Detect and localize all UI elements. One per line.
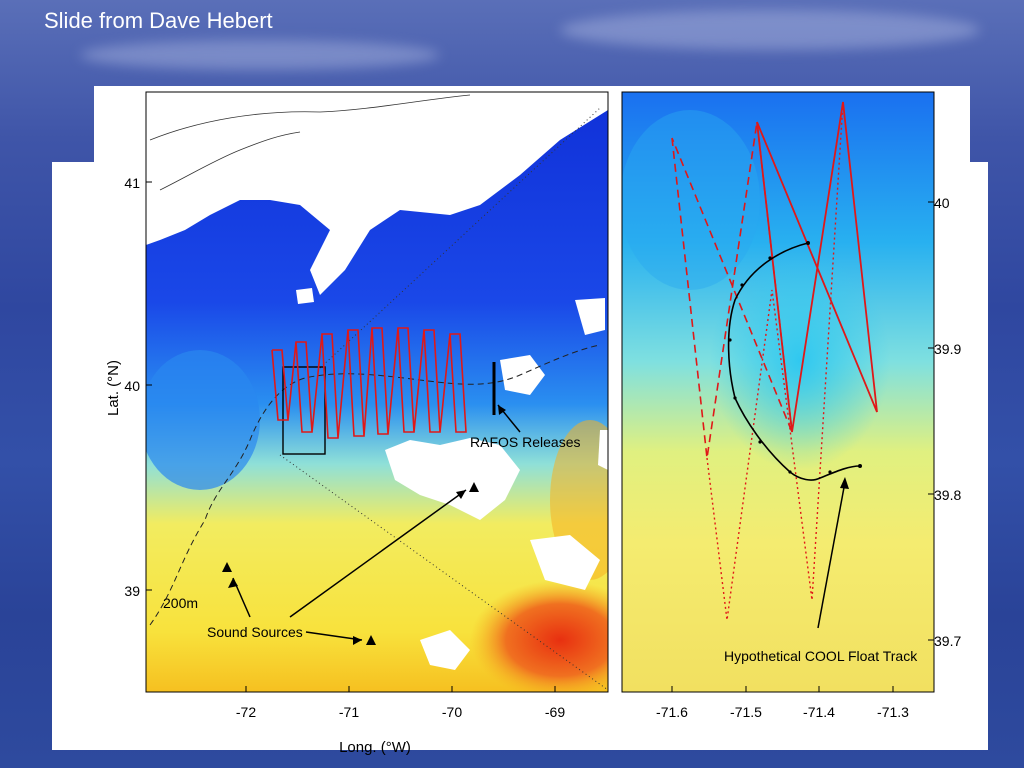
study-area-box	[282, 366, 326, 455]
cloud-gaps	[296, 288, 608, 670]
float-track-label: Hypothetical COOL Float Track	[724, 648, 918, 664]
zoom-guide-line	[279, 454, 608, 691]
sound-source-marker	[366, 635, 376, 645]
x-tick-label: -72	[236, 704, 256, 720]
background-cloud	[560, 10, 980, 50]
sound-source-marker	[469, 482, 479, 492]
left-map: RAFOS Releases Sound Sources 200m	[146, 92, 608, 692]
y-tick-label: 40	[124, 378, 140, 394]
y-tick-label: 39.9	[934, 341, 961, 357]
x-tick-label: -70	[442, 704, 462, 720]
left-y-ticks: 41 40 39	[124, 175, 152, 599]
x-tick-label: -71.4	[803, 704, 835, 720]
right-map-frame	[621, 91, 935, 693]
coastline	[149, 94, 471, 141]
x-tick-label: -71	[339, 704, 359, 720]
left-map-frame	[145, 91, 609, 693]
arrow-head	[840, 477, 849, 489]
right-y-ticks: 40 39.9 39.8 39.7	[928, 195, 961, 649]
x-tick-label: -69	[545, 704, 565, 720]
survey-line-segment	[271, 327, 467, 439]
x-tick-label: -71.6	[656, 704, 688, 720]
isobath-200m	[149, 344, 601, 626]
y-tick-label: 39	[124, 583, 140, 599]
right-x-ticks: -71.6 -71.5 -71.4 -71.3	[656, 686, 909, 720]
right-map: Hypothetical COOL Float Track	[622, 92, 934, 692]
cool-float-track	[727, 242, 861, 481]
y-tick-label: 41	[124, 175, 140, 191]
sound-source-marker	[222, 562, 232, 572]
sound-sources-label: Sound Sources	[207, 624, 303, 640]
survey-lines	[271, 327, 467, 439]
y-axis-label: Lat. (°N)	[105, 360, 122, 416]
coastline	[159, 131, 301, 191]
warm-water-patch	[470, 580, 608, 692]
land-mass	[146, 92, 608, 295]
annotation-arrow	[817, 481, 846, 629]
arrow-heads	[228, 405, 506, 645]
float-track-dashed	[671, 121, 793, 459]
x-tick-label: -71.3	[877, 704, 909, 720]
isobath-label: 200m	[163, 595, 198, 611]
float-track-dotted	[706, 101, 844, 621]
slide-title: Slide from Dave Hebert	[44, 8, 273, 33]
background-cloud	[80, 40, 440, 70]
cold-water-patch	[146, 350, 260, 490]
y-tick-label: 40	[934, 195, 950, 211]
track-points	[728, 241, 862, 474]
left-x-ticks: -72 -71 -70 -69	[236, 686, 565, 720]
rafos-releases-label: RAFOS Releases	[470, 434, 580, 450]
x-tick-label: -71.5	[730, 704, 762, 720]
x-axis-label: Long. (°W)	[339, 739, 411, 756]
y-tick-label: 39.8	[934, 487, 961, 503]
y-tick-label: 39.7	[934, 633, 961, 649]
cold-water-patch	[622, 110, 760, 290]
float-track-solid	[756, 101, 878, 433]
